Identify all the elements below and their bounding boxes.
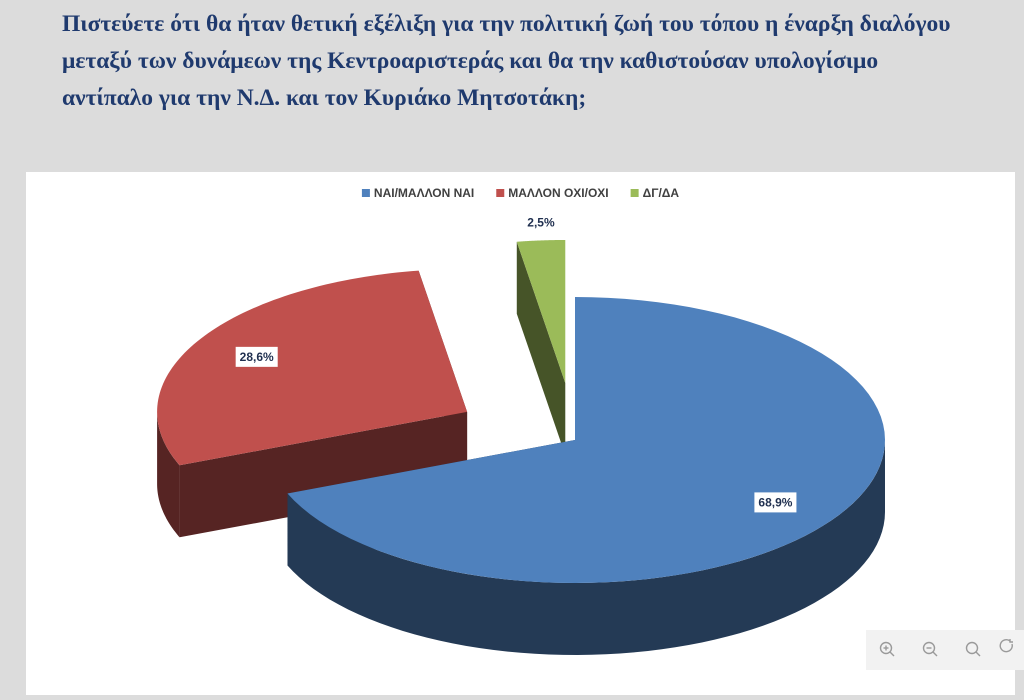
slice-top — [287, 297, 885, 583]
slice-wall — [157, 411, 180, 538]
chart-panel: ΝΑΙ/ΜΑΛΛΟΝ ΝΑΙ ΜΑΛΛΟΝ ΟΧΙ/ΟΧΙ ΔΓ/ΔΑ 68,9% 28… — [26, 172, 1015, 695]
slice-top — [157, 270, 468, 466]
data-label: 28,6% — [235, 346, 278, 367]
zoom-icons — [879, 638, 1013, 657]
pie-slice — [516, 239, 566, 455]
data-label-text: 28,6% — [240, 350, 274, 364]
zoom-toolbar — [866, 630, 1024, 670]
legend-item: ΔΓ/ΔΑ — [630, 186, 680, 200]
legend-label: ΝΑΙ/ΜΑΛΛΟΝ ΝΑΙ — [374, 186, 474, 200]
data-label-text: 2,5% — [527, 215, 555, 229]
slice-top — [516, 239, 566, 383]
legend-swatch — [496, 189, 505, 197]
slice-wall — [287, 440, 885, 655]
legend-label: ΔΓ/ΔΑ — [643, 186, 680, 200]
data-label-box — [235, 346, 278, 367]
zoom-reset[interactable] — [965, 641, 981, 657]
legend-label: ΜΑΛΛΟΝ ΟΧΙ/ΟΧΙ — [508, 186, 608, 200]
pie-slice — [287, 297, 885, 655]
pie-slice — [157, 270, 468, 538]
rotate[interactable] — [999, 638, 1013, 653]
data-label: 2,5% — [527, 215, 555, 229]
zoom-in[interactable] — [879, 641, 895, 657]
slice-side — [516, 241, 566, 455]
legend-swatch — [630, 189, 639, 197]
data-label-box — [754, 492, 797, 513]
data-label-text: 68,9% — [758, 495, 792, 509]
data-label: 68,9% — [754, 492, 797, 513]
legend-item: ΜΑΛΛΟΝ ΟΧΙ/ΟΧΙ — [496, 186, 609, 200]
slice-side — [179, 411, 468, 538]
zoom-out[interactable] — [922, 641, 938, 657]
chart: ΝΑΙ/ΜΑΛΛΟΝ ΝΑΙ ΜΑΛΛΟΝ ΟΧΙ/ΟΧΙ ΔΓ/ΔΑ 68,9% 28… — [157, 186, 885, 655]
legend-swatch — [361, 189, 370, 197]
chart-title: Πιστεύετε ότι θα ήταν θετική εξέλιξη για… — [62, 11, 951, 111]
legend-item: ΝΑΙ/ΜΑΛΛΟΝ ΝΑΙ — [361, 186, 474, 200]
